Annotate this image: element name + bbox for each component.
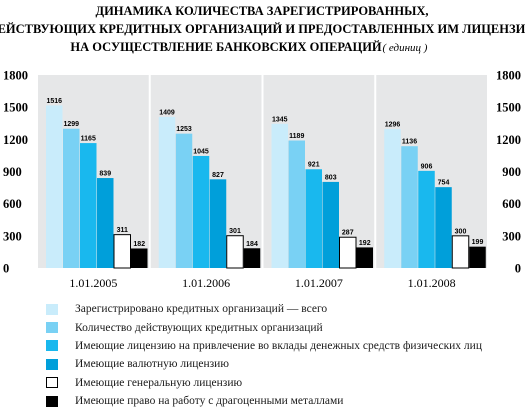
category-label: 1.01.2007 xyxy=(295,276,343,290)
data-label: 1516 xyxy=(46,98,62,105)
bar xyxy=(451,235,470,269)
y-axis-right: 0 300 600 900 1200 1500 1800 xyxy=(496,69,521,276)
y-tick-label-left: 1800 xyxy=(3,69,28,83)
y-tick-label-right: 0 xyxy=(515,262,521,276)
bar xyxy=(63,128,80,268)
data-label: 1345 xyxy=(272,116,288,123)
data-label: 827 xyxy=(212,172,224,179)
bar xyxy=(192,155,210,268)
chart-title: ДИНАМИКА КОЛИЧЕСТВА ЗАРЕГИСТРИРОВАННЫХ, … xyxy=(0,4,525,54)
bar xyxy=(435,187,452,268)
legend-label: Имеющие валютную лицензию xyxy=(75,358,229,371)
y-tick-label-right: 1500 xyxy=(496,101,521,115)
bar xyxy=(384,129,401,268)
category-label: 1.01.2008 xyxy=(408,276,456,290)
legend-label: Количество действующих кредитных организ… xyxy=(75,321,323,334)
bar xyxy=(401,146,418,268)
bar xyxy=(175,133,193,268)
legend-item: Имеющие валютную лицензию xyxy=(46,355,516,373)
y-tick-label-left: 300 xyxy=(3,229,22,243)
data-label: 1299 xyxy=(63,121,79,128)
data-label: 301 xyxy=(229,228,241,235)
data-label: 906 xyxy=(421,163,433,170)
y-tick-label-right: 1800 xyxy=(496,69,521,83)
legend-label: Зарегистрировано кредитных организаций —… xyxy=(75,303,328,316)
chart-title-unit: ( единиц ) xyxy=(383,42,428,54)
bar xyxy=(305,169,322,268)
data-label: 300 xyxy=(455,228,467,235)
bar xyxy=(322,181,339,268)
y-tick-label-right: 1200 xyxy=(496,133,521,147)
legend-label: Имеющие право на работу с драгоценными м… xyxy=(75,395,344,408)
legend-swatch xyxy=(46,395,58,407)
data-label: 199 xyxy=(472,239,484,246)
bar xyxy=(271,123,288,269)
bar xyxy=(356,247,373,268)
data-label: 839 xyxy=(99,171,111,178)
bar xyxy=(226,235,244,269)
legend: Зарегистрировано кредитных организаций —… xyxy=(46,300,516,410)
y-tick-label-left: 0 xyxy=(3,262,9,276)
data-label: 1409 xyxy=(159,109,175,116)
data-label: 1136 xyxy=(402,139,417,146)
x-axis: 1.01.2005 1.01.2006 1.01.2007 1.01.2008 xyxy=(69,276,455,290)
data-label: 1189 xyxy=(289,133,304,140)
y-tick-label-left: 600 xyxy=(3,197,22,211)
legend-swatch xyxy=(46,303,58,315)
category-label: 1.01.2006 xyxy=(182,276,230,290)
bar xyxy=(243,248,261,268)
legend-item: Имеющие право на работу с драгоценными м… xyxy=(46,392,516,410)
data-label: 192 xyxy=(359,240,371,247)
y-tick-label-left: 1500 xyxy=(3,101,28,115)
bar xyxy=(288,140,305,268)
data-label: 1045 xyxy=(193,148,209,155)
y-tick-label-right: 600 xyxy=(502,197,521,211)
legend-swatch xyxy=(46,322,58,334)
chart-title-line: ДИНАМИКА КОЛИЧЕСТВА ЗАРЕГИСТРИРОВАННЫХ, xyxy=(95,4,428,18)
data-label: 1165 xyxy=(81,136,96,143)
legend-label: Имеющие генеральную лицензию xyxy=(75,376,243,389)
data-label: 287 xyxy=(342,230,354,237)
y-tick-label-right: 300 xyxy=(502,229,521,243)
y-tick-label-left: 1200 xyxy=(3,133,28,147)
bars xyxy=(46,105,486,269)
legend-item: Имеющие лицензию на привлечение во вклад… xyxy=(46,337,516,355)
legend-item: Зарегистрировано кредитных организаций —… xyxy=(46,300,516,318)
bar xyxy=(80,143,97,268)
data-label: 184 xyxy=(246,241,258,248)
bar xyxy=(209,179,227,268)
bar xyxy=(158,116,176,268)
legend-swatch xyxy=(46,340,58,352)
legend-item: Количество действующих кредитных организ… xyxy=(46,318,516,336)
y-tick-label-left: 900 xyxy=(3,165,22,179)
legend-swatch xyxy=(46,358,58,370)
legend-swatch xyxy=(46,377,58,389)
bar xyxy=(469,246,486,268)
bar xyxy=(113,234,131,269)
data-label: 803 xyxy=(325,174,337,181)
data-label: 182 xyxy=(133,241,145,248)
data-label: 311 xyxy=(117,227,128,234)
data-label: 1253 xyxy=(176,126,192,133)
y-axis-left: 0 300 600 900 1200 1500 1800 xyxy=(3,69,28,276)
legend-label: Имеющие лицензию на привлечение во вклад… xyxy=(75,339,482,352)
chart-title-line: ДЕЙСТВУЮЩИХ КРЕДИТНЫХ ОРГАНИЗАЦИЙ И ПРЕД… xyxy=(0,22,525,36)
bar xyxy=(46,105,63,268)
data-label: 754 xyxy=(438,180,450,187)
data-label: 1296 xyxy=(385,122,401,129)
legend-item: Имеющие генеральную лицензию xyxy=(46,374,516,392)
bar xyxy=(131,248,148,268)
y-tick-label-right: 900 xyxy=(502,165,521,179)
bar xyxy=(418,170,435,268)
data-label: 921 xyxy=(308,162,320,169)
category-label: 1.01.2005 xyxy=(69,276,117,290)
bar xyxy=(97,178,114,268)
data-labels: 1516 1299 1165 839 311 182 1409 1253 1045 827 301 1… xyxy=(46,98,483,248)
chart-title-line: НА ОСУЩЕСТВЛЕНИЕ БАНКОВСКИХ ОПЕРАЦИЙ xyxy=(70,40,382,54)
bar xyxy=(339,236,357,269)
